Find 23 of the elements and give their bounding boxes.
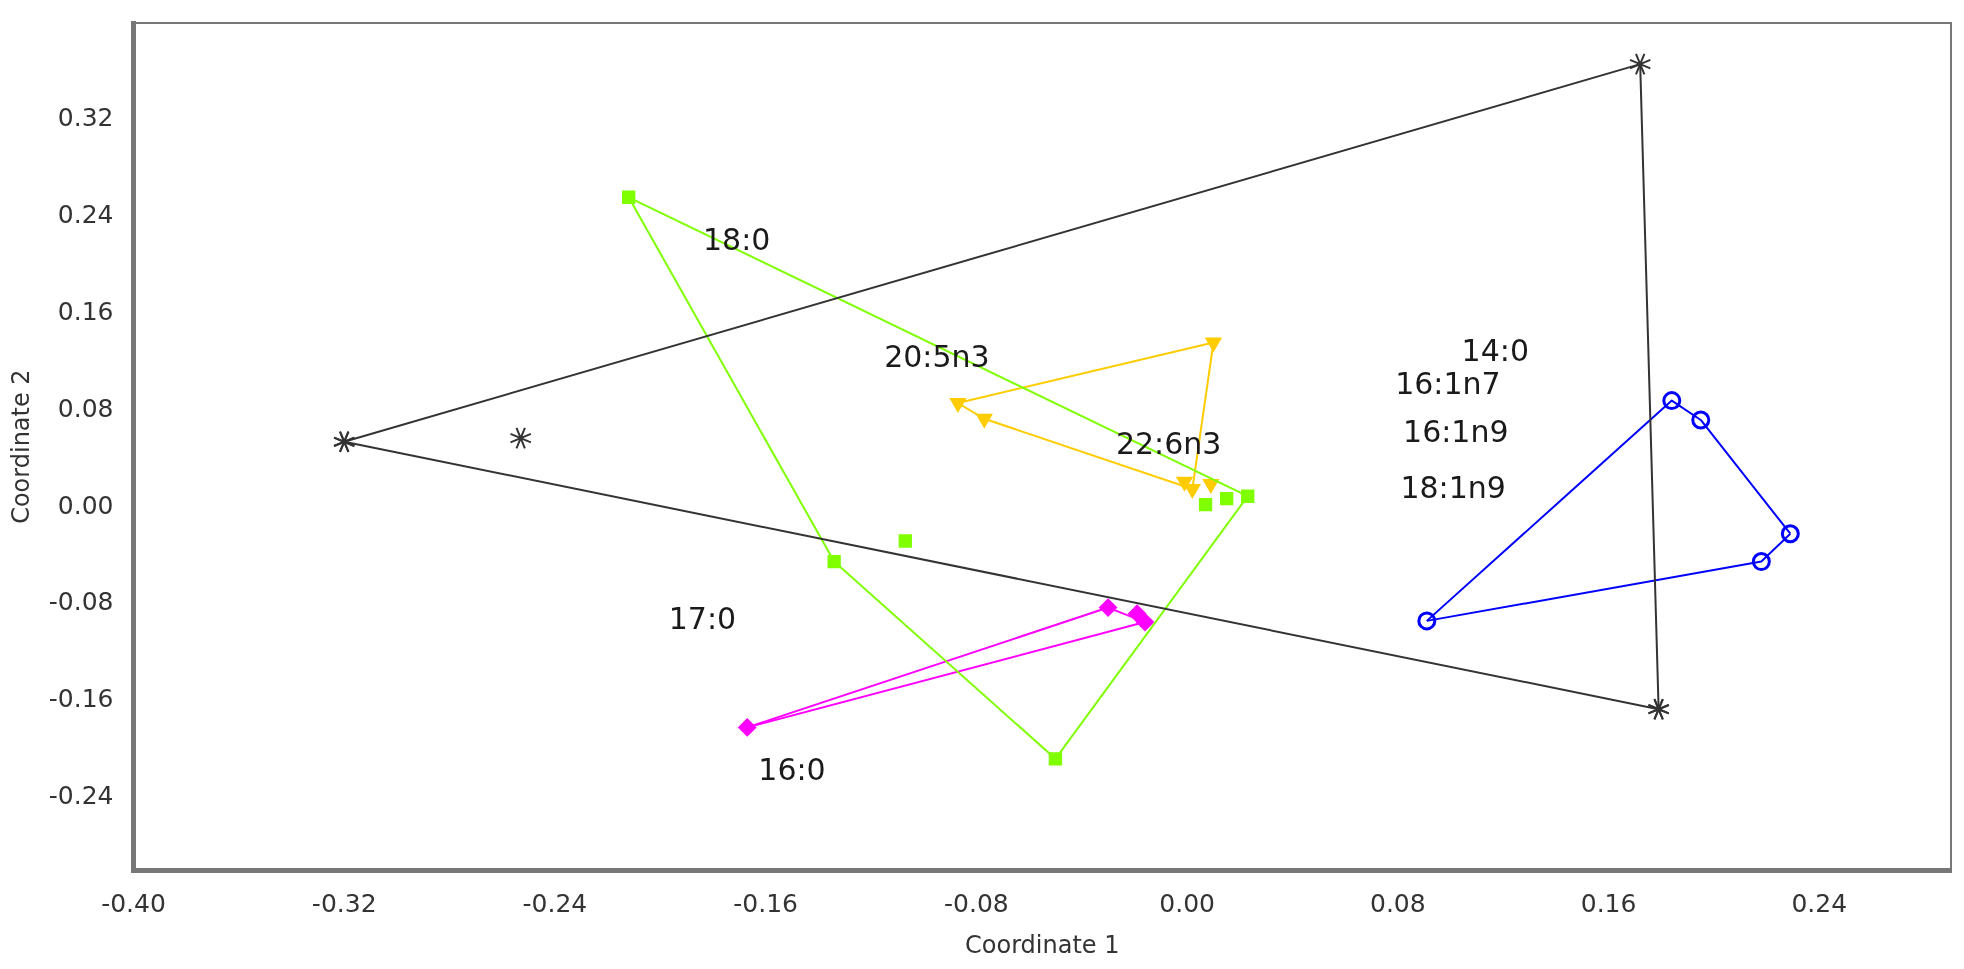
y-tick-label: -0.16 <box>48 684 114 714</box>
x-tick-label: 0.08 <box>1370 888 1426 918</box>
x-tick-label: -0.08 <box>944 888 1009 918</box>
x-tick-label: -0.40 <box>101 888 166 918</box>
y-tick-label: 0.24 <box>57 200 114 230</box>
annotation: 16:1n9 <box>1403 414 1509 450</box>
annotation: 16:0 <box>758 751 826 787</box>
x-tick-label: 0.00 <box>1159 888 1215 918</box>
annotation: 17:0 <box>668 600 737 636</box>
y-tick-label: -0.24 <box>48 781 114 811</box>
y-axis-title: Coordinate 2 <box>6 369 35 524</box>
y-tick-label: 0.32 <box>57 103 114 133</box>
x-tick-label: -0.16 <box>733 888 799 918</box>
annotation: 18:1n9 <box>1400 469 1506 505</box>
x-axis-title: Coordinate 1 <box>965 930 1120 959</box>
y-tick-label: 0.08 <box>57 393 114 423</box>
y-tick-label: -0.08 <box>48 587 114 617</box>
x-tick-label: 0.16 <box>1580 888 1637 918</box>
y-tick-label: 0.16 <box>57 296 114 326</box>
x-tick-label: -0.32 <box>311 888 377 918</box>
y-tick-label: 0.00 <box>57 490 114 520</box>
x-tick-label: -0.24 <box>522 888 588 918</box>
x-tick-label: 0.24 <box>1791 888 1848 918</box>
